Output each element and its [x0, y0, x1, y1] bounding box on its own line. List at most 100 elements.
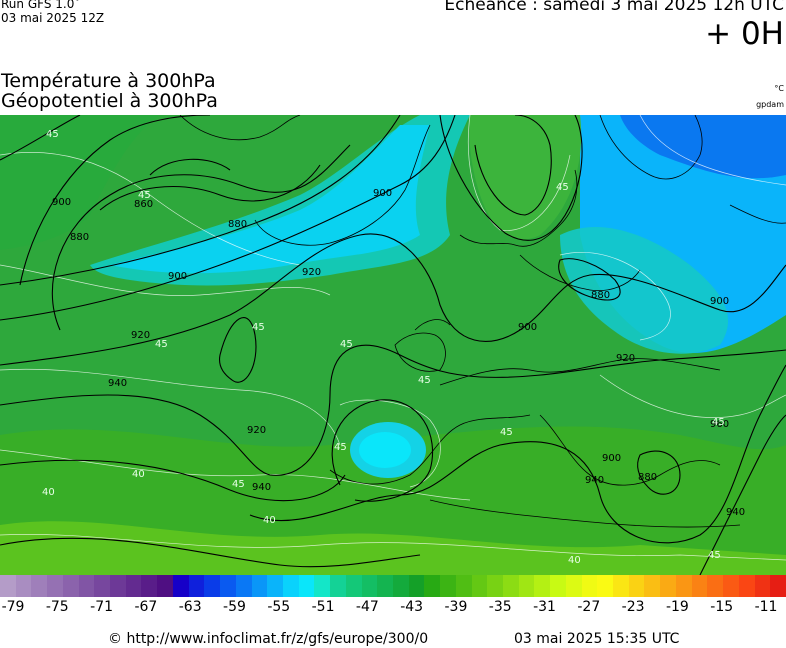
scale-swatch: [298, 575, 315, 597]
scale-tick-label: -55: [267, 599, 291, 615]
geo-label: 900: [52, 197, 71, 208]
scale-swatch: [141, 575, 158, 597]
scale-swatch: [172, 575, 189, 597]
scale-tick-label: -31: [533, 599, 556, 615]
temp-label: 45: [418, 375, 431, 386]
geo-label: 940: [585, 475, 604, 486]
scale-tick-label: -63: [178, 599, 202, 615]
scale-swatch: [503, 575, 519, 597]
scale-swatch: [31, 575, 48, 597]
temperature-field-coldest-northeast: [620, 115, 786, 179]
scale-swatch: [251, 575, 268, 597]
scale-swatch: [471, 575, 488, 597]
temp-label: 45: [712, 417, 725, 428]
scale-swatch: [408, 575, 425, 597]
scale-tick-label: -11: [754, 599, 778, 615]
scale-swatch: [691, 575, 708, 597]
temperature-field-cold-cutoff-core: [359, 432, 411, 468]
geo-label: 940: [726, 507, 745, 518]
scale-tick-label: -67: [134, 599, 158, 615]
temperature-color-scale: [0, 575, 786, 597]
scale-swatch: [487, 575, 503, 597]
scale-swatch: [15, 575, 32, 597]
temp-label: 45: [340, 339, 353, 350]
geo-label: 920: [247, 425, 266, 436]
temp-label: 45: [500, 427, 513, 438]
temp-label: 45: [46, 129, 59, 140]
parameter-geopotential-title: Géopotentiel à 300hPa: [1, 90, 218, 112]
scale-tick-label: -15: [710, 599, 734, 615]
scale-tick-label: -27: [577, 599, 601, 615]
scale-swatch: [157, 575, 173, 597]
geo-label: 880: [70, 232, 89, 243]
scale-swatch: [392, 575, 409, 597]
scale-swatch: [377, 575, 393, 597]
scale-swatch: [267, 575, 283, 597]
geo-label: 900: [710, 296, 729, 307]
scale-swatch: [62, 575, 79, 597]
scale-swatch: [235, 575, 252, 597]
scale-swatch: [707, 575, 724, 597]
geo-label: 900: [518, 322, 537, 333]
scale-swatch: [314, 575, 331, 597]
scale-tick-label: -43: [400, 599, 424, 615]
scale-swatch: [597, 575, 614, 597]
scale-swatch: [581, 575, 598, 597]
temperature-scale-ticks: -79 -75 -71 -67 -63 -59 -55 -51 -47 -43 -39 -35 -31 -…: [0, 599, 786, 617]
geo-label: 880: [228, 219, 247, 230]
geo-label: 900: [602, 453, 621, 464]
scale-swatch: [345, 575, 362, 597]
generated-time: 03 mai 2025 15:35 UTC: [514, 631, 680, 647]
scale-tick-label: -23: [621, 599, 645, 615]
scale-tick-label: -51: [311, 599, 335, 615]
scale-swatch: [188, 575, 205, 597]
scale-swatch: [94, 575, 111, 597]
scale-swatch: [47, 575, 63, 597]
geo-label: 940: [252, 482, 271, 493]
temperature-field-cold-east: [560, 226, 729, 354]
temp-label: 45: [334, 442, 347, 453]
scale-swatch: [613, 575, 629, 597]
lead-time: + 0H: [705, 16, 784, 52]
unit-temperature: °C: [774, 84, 784, 93]
temperature-field-warm-ridge-west: [0, 115, 160, 250]
temp-label: 45: [556, 182, 569, 193]
unit-geopotential: gpdam: [756, 100, 784, 109]
geo-label: 880: [591, 290, 610, 301]
scale-tick-label: -19: [665, 599, 689, 615]
scale-swatch: [550, 575, 566, 597]
geopotential-labels: 900 880 860 900 880 900 920 920 940 920 …: [52, 188, 745, 518]
scale-swatch: [440, 575, 456, 597]
geo-label: 960: [710, 419, 729, 430]
scale-tick-label: -35: [488, 599, 512, 615]
scale-tick-label: -75: [45, 599, 69, 615]
scale-tick-label: -47: [355, 599, 379, 615]
temp-label: 45: [708, 550, 721, 561]
geo-label: 920: [131, 330, 150, 341]
scale-swatch: [330, 575, 346, 597]
temp-label: 40: [42, 487, 55, 498]
scale-swatch: [675, 575, 692, 597]
scale-swatch: [78, 575, 95, 597]
scale-tick-label: -39: [444, 599, 468, 615]
parameter-temperature-title: Température à 300hPa: [1, 70, 216, 92]
scale-swatch: [282, 575, 299, 597]
temp-label: 45: [138, 190, 151, 201]
scale-swatch: [738, 575, 755, 597]
scale-swatch: [628, 575, 645, 597]
scale-swatch: [424, 575, 441, 597]
temp-label: 40: [263, 515, 276, 526]
geo-label: 940: [108, 378, 127, 389]
scale-swatch: [518, 575, 535, 597]
scale-tick-label: -71: [90, 599, 114, 615]
temperature-field-warmer-south: [0, 521, 786, 575]
weather-map: 900 880 860 900 880 900 920 920 940 920 …: [0, 115, 786, 575]
scale-swatch: [220, 575, 236, 597]
scale-swatch: [754, 575, 771, 597]
coastlines: [179, 115, 786, 528]
scale-swatch: [565, 575, 582, 597]
scale-swatch: [0, 575, 16, 597]
temp-label: 45: [155, 339, 168, 350]
source-url: © http://www.infoclimat.fr/z/gfs/europe/…: [108, 631, 429, 647]
geo-label: 920: [616, 353, 635, 364]
